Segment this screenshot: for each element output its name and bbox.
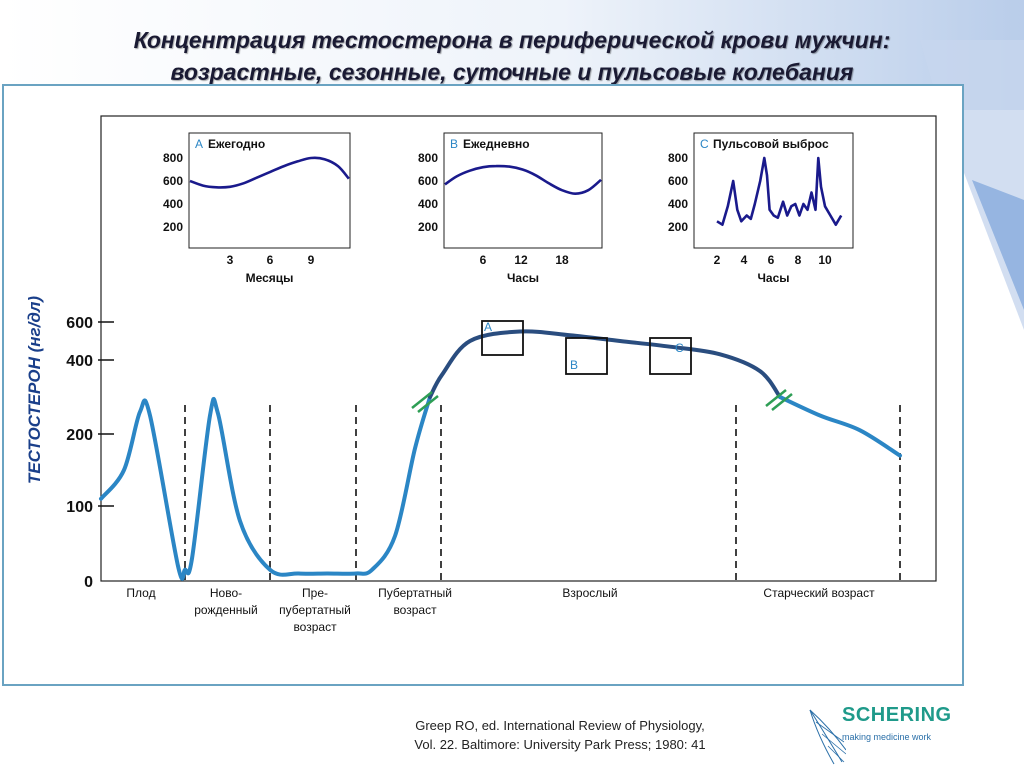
stage-label: Плод <box>126 586 155 600</box>
inset-x-axis-label: Часы <box>757 271 789 285</box>
inset-plot-border <box>443 132 603 249</box>
inset-series-line <box>189 156 350 189</box>
inset-y-tick-label: 600 <box>163 174 183 188</box>
stage-label: Старческий возраст <box>763 586 875 600</box>
inset-y-tick-label: 600 <box>668 174 688 188</box>
inset-y-tick-label: 600 <box>418 174 438 188</box>
logo-name: SCHERING <box>842 704 952 726</box>
zoom-box-b <box>565 337 608 375</box>
zoom-box-letter: C <box>675 341 684 355</box>
inset-title: Ежегодно <box>208 137 265 151</box>
main-y-axis-label: ТЕСТОСТЕРОН (нг/дл) <box>25 296 44 484</box>
inset-x-tick-label: 6 <box>267 253 274 267</box>
zoom-box-a <box>481 320 524 356</box>
main-series-curve-senior <box>778 395 902 458</box>
inset-series-line <box>444 164 602 196</box>
inset-x-tick-label: 8 <box>795 253 802 267</box>
main-y-tick-label: 0 <box>84 574 93 591</box>
inset-title-letter: C <box>700 137 709 151</box>
inset-x-tick-label: 6 <box>768 253 775 267</box>
inset-x-tick-label: 12 <box>514 253 528 267</box>
reference-line-1: Greep RO, ed. International Review of Ph… <box>415 718 705 733</box>
inset-title-letter: A <box>195 137 203 151</box>
stage-label: Пре- <box>302 586 328 600</box>
inset-y-tick-label: 200 <box>163 220 183 234</box>
axis-break-mark <box>771 393 793 411</box>
inset-x-tick-label: 18 <box>555 253 569 267</box>
slide-title-line-2: возрастные, сезонные, суточные и пульсов… <box>170 59 854 85</box>
reference-line-2: Vol. 22. Baltimore: University Park Pres… <box>414 737 706 752</box>
axis-break-mark <box>765 389 787 407</box>
stage-label: возраст <box>393 603 437 617</box>
chart-frame <box>2 84 964 686</box>
schering-logo: SCHERING making medicine work <box>806 700 1016 766</box>
inset-x-tick-label: 6 <box>480 253 487 267</box>
main-plot-border <box>100 115 937 582</box>
main-y-tick-label: 600 <box>66 315 93 332</box>
inset-y-tick-label: 200 <box>418 220 438 234</box>
logo-mesh-icon <box>809 709 846 765</box>
zoom-box-letter: A <box>484 320 492 334</box>
main-y-tick-label: 100 <box>66 499 93 516</box>
inset-y-tick-label: 400 <box>418 197 438 211</box>
stage-label: рожденный <box>194 603 258 617</box>
inset-title-letter: B <box>450 137 458 151</box>
slide-title: Концентрация тестостерона в периферическ… <box>20 24 1004 88</box>
inset-y-tick-label: 400 <box>163 197 183 211</box>
slide-title-line-1: Концентрация тестостерона в периферическ… <box>133 27 891 53</box>
main-y-tick-label: 400 <box>66 353 93 370</box>
inset-x-tick-label: 4 <box>741 253 748 267</box>
inset-x-tick-label: 3 <box>227 253 234 267</box>
inset-series-line <box>716 156 843 226</box>
inset-x-axis-label: Месяцы <box>246 271 294 285</box>
inset-title: Ежедневно <box>463 137 530 151</box>
stage-label: Пубертатный <box>378 586 452 600</box>
zoom-box-letter: B <box>570 358 578 372</box>
stage-label: пубертатный <box>279 603 351 617</box>
inset-title: Пульсовой выброс <box>713 137 829 151</box>
axis-break-mark <box>411 391 433 409</box>
inset-plot-border <box>188 132 351 249</box>
inset-plot-border <box>693 132 854 249</box>
inset-y-tick-label: 800 <box>418 151 438 165</box>
inset-y-tick-label: 400 <box>668 197 688 211</box>
main-y-tick-label: 200 <box>66 427 93 444</box>
axis-break-mark <box>417 395 439 413</box>
stage-label: Ново- <box>210 586 242 600</box>
inset-x-axis-label: Часы <box>507 271 539 285</box>
inset-y-tick-label: 800 <box>163 151 183 165</box>
inset-y-tick-label: 200 <box>668 220 688 234</box>
reference-citation: Greep RO, ed. International Review of Ph… <box>380 716 740 754</box>
stage-label: Взрослый <box>562 586 617 600</box>
inset-y-tick-label: 800 <box>668 151 688 165</box>
inset-x-tick-label: 2 <box>714 253 721 267</box>
inset-x-tick-label: 10 <box>818 253 832 267</box>
main-series-curve <box>99 395 432 581</box>
stage-label: возраст <box>293 620 337 634</box>
inset-x-tick-label: 9 <box>308 253 315 267</box>
zoom-box-c <box>649 337 692 375</box>
logo-tagline: making medicine work <box>842 732 932 742</box>
